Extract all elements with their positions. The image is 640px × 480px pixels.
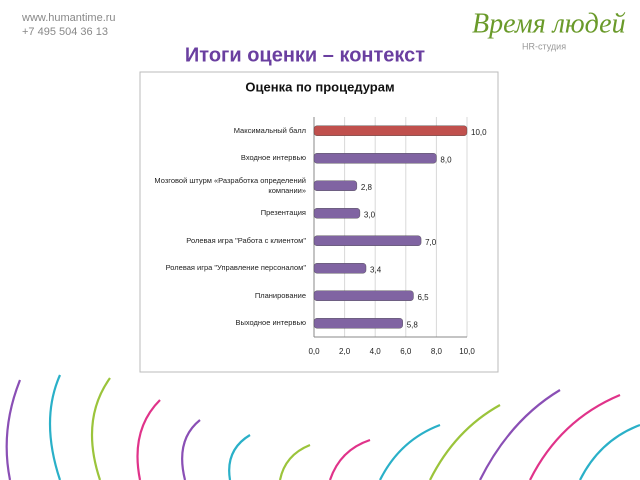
value-label: 7,0 [425,238,437,247]
bar [313,208,361,219]
y-tick-label: Ролевая игра "Управление персоналом" [165,263,306,273]
site: www.humantime.ru [21,12,116,24]
bar [313,180,358,191]
chart-title: Оценка по процедурам [245,79,394,94]
value-label: 8,0 [440,155,452,164]
bar [313,153,437,164]
decor-curves [5,374,640,480]
y-tick-label: Выходное интервью [235,318,306,328]
logo: Время людей [472,8,626,39]
value-label: 3,0 [364,210,376,219]
x-tick-label: 4,0 [370,347,382,356]
value-label: 5,8 [407,320,419,329]
value-label: 6,5 [417,293,429,302]
x-tick-label: 6,0 [400,347,412,356]
phone: +7 495 504 36 13 [22,26,108,38]
bar [313,263,367,274]
x-tick-label: 2,0 [339,347,351,356]
y-tick-label: Входное интервью [240,153,306,163]
value-label: 10,0 [471,128,487,137]
y-tick-label: Презентация [260,208,306,218]
x-tick-label: 10,0 [459,347,475,356]
x-tick-label: 8,0 [431,347,443,356]
x-tick-label: 0,0 [308,347,320,356]
bar [313,290,414,301]
y-tick-label: Мозговой штурм «Разработка определений к… [154,175,306,195]
y-tick-label: Планирование [254,290,306,300]
y-tick-label: Максимальный балл [233,125,306,135]
value-label: 2,8 [361,183,373,192]
bar [313,318,403,329]
bar [313,125,468,136]
slide-title: Итоги оценки – контекст [185,44,425,66]
y-tick-label: Ролевая игра "Работа с клиентом" [186,235,306,245]
bar [313,235,422,246]
value-label: 3,4 [370,265,382,274]
logo-subtitle: HR-студия [522,41,566,51]
